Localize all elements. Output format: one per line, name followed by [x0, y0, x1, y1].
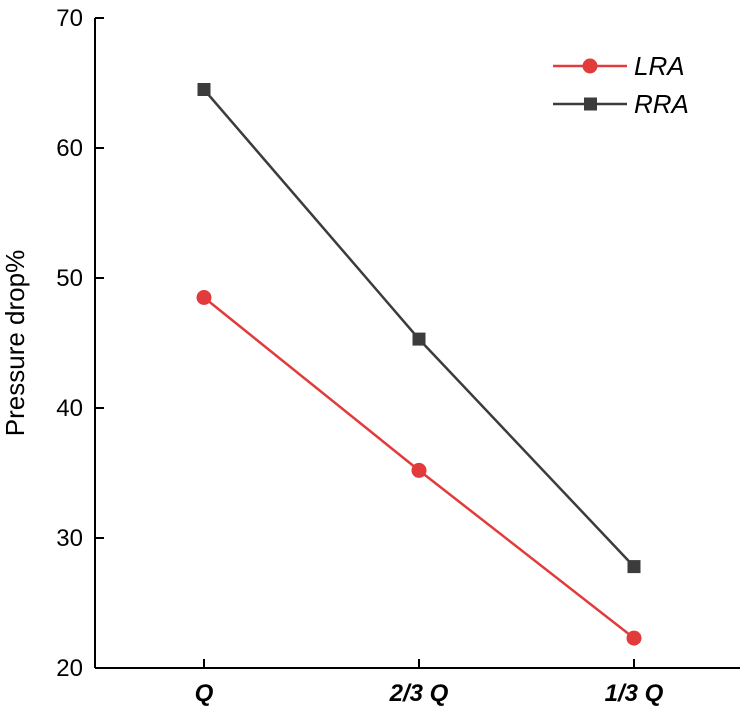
plot-frame — [94, 18, 740, 669]
x-axis-ticks: Q 2/3 Q 1/3 Q — [195, 659, 664, 707]
y-tick-label: 50 — [56, 265, 83, 292]
legend-marker-lra — [582, 58, 598, 74]
legend-marker-rra — [584, 97, 597, 111]
data-point-rra — [627, 560, 641, 574]
data-point-lra — [411, 462, 427, 478]
data-point-lra — [196, 290, 212, 305]
legend-label-rra: RRA — [634, 89, 689, 119]
y-tick-label: 60 — [56, 135, 83, 162]
series-layer — [196, 83, 642, 646]
y-tick-label: 40 — [56, 395, 83, 422]
y-tick-label: 30 — [56, 525, 83, 552]
x-tick-label: 1/3 Q — [605, 680, 664, 707]
y-axis-ticks: 20 30 40 50 60 70 — [56, 5, 104, 682]
data-point-rra — [412, 332, 426, 346]
y-tick-label: 20 — [56, 655, 83, 682]
x-tick-label: 2/3 Q — [389, 680, 449, 707]
y-axis-title: Pressure drop% — [0, 250, 30, 436]
series-line-rra — [203, 88, 635, 568]
legend-label-lra: LRA — [634, 51, 685, 81]
data-point-lra — [626, 630, 642, 646]
x-tick-label: Q — [195, 680, 214, 707]
legend: LRA RRA — [553, 51, 689, 119]
data-point-rra — [197, 83, 211, 96]
y-tick-label: 70 — [56, 5, 83, 32]
